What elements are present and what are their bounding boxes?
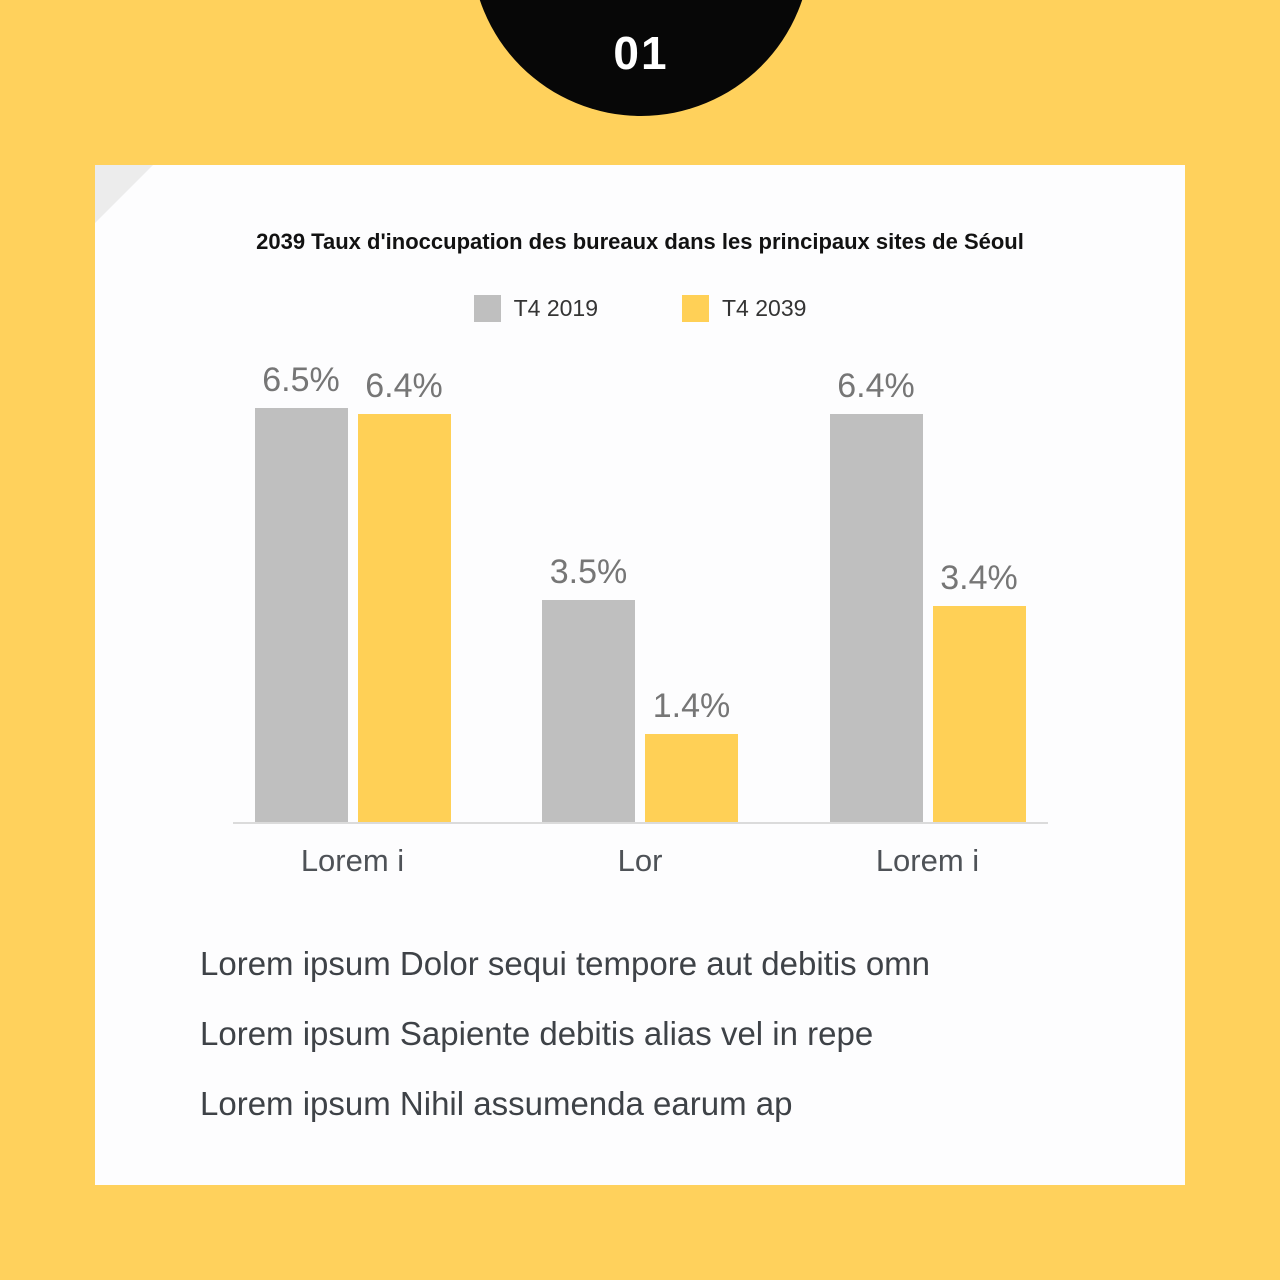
bar-group: 3.5% 1.4% Lor — [542, 360, 738, 879]
bar-pair: 6.5% 6.4% — [254, 360, 451, 823]
legend-item: T4 2019 — [473, 295, 598, 322]
legend-item: T4 2039 — [682, 295, 806, 322]
bar — [542, 599, 635, 823]
legend-label: T4 2019 — [513, 295, 598, 321]
body-text-line: Lorem ipsum Sapiente debitis alias vel i… — [200, 1015, 874, 1052]
bar-groups: 6.5% 6.4% Lorem i 3.5% 1.4% Lor 6.4% 3.4% Lorem … — [233, 360, 1048, 879]
bar-pair: 3.5% 1.4% — [542, 360, 738, 823]
bar-column: 6.4% — [829, 367, 923, 823]
bar-column: 6.4% — [357, 367, 451, 823]
step-number: 01 — [613, 27, 669, 79]
body-text-line: Lorem ipsum Nihil assumenda earum ap — [200, 1085, 793, 1122]
category-label: Lorem i — [875, 843, 980, 878]
card-fold-corner — [95, 165, 153, 223]
step-badge-circle: 01 — [471, 0, 811, 116]
category-label: Lorem i — [300, 843, 405, 878]
bar — [645, 733, 738, 823]
body-text: Lorem ipsum Dolor sequi tempore aut debi… — [200, 929, 1185, 1139]
bar-column: 1.4% — [645, 687, 738, 823]
bar-group: 6.5% 6.4% Lorem i — [254, 360, 451, 879]
chart-title: 2039 Taux d'inoccupation des bureaux dan… — [256, 229, 1024, 254]
bar-value-label: 3.5% — [549, 552, 628, 591]
bar-column: 6.5% — [254, 361, 348, 823]
bar-column: 3.4% — [932, 558, 1026, 823]
bar-chart: 6.5% 6.4% Lorem i 3.5% 1.4% Lor 6.4% 3.4% Lorem … — [232, 360, 1048, 879]
bar-value-label: 3.4% — [940, 558, 1018, 597]
body-text-line: Lorem ipsum Dolor sequi tempore aut debi… — [200, 945, 931, 982]
bar-value-label: 6.4% — [365, 367, 443, 406]
legend-swatch — [473, 295, 501, 322]
legend-swatch — [682, 295, 709, 322]
bar-pair: 6.4% 3.4% — [829, 360, 1026, 823]
bar — [357, 414, 451, 823]
legend-label: T4 2039 — [722, 295, 807, 321]
bar — [829, 414, 923, 823]
category-label: Lor — [617, 843, 663, 878]
bar — [932, 605, 1026, 823]
chart-legend: T4 2019 T4 2039 — [95, 295, 1185, 322]
bar-value-label: 6.5% — [262, 361, 340, 399]
bar — [254, 408, 348, 823]
bar-value-label: 1.4% — [652, 686, 731, 725]
content-card: 2039 Taux d'inoccupation des bureaux dan… — [95, 165, 1185, 1185]
bar-group: 6.4% 3.4% Lorem i — [829, 360, 1026, 879]
x-axis-line — [232, 822, 1048, 824]
bar-column: 3.5% — [542, 553, 635, 823]
bar-value-label: 6.4% — [837, 367, 915, 406]
